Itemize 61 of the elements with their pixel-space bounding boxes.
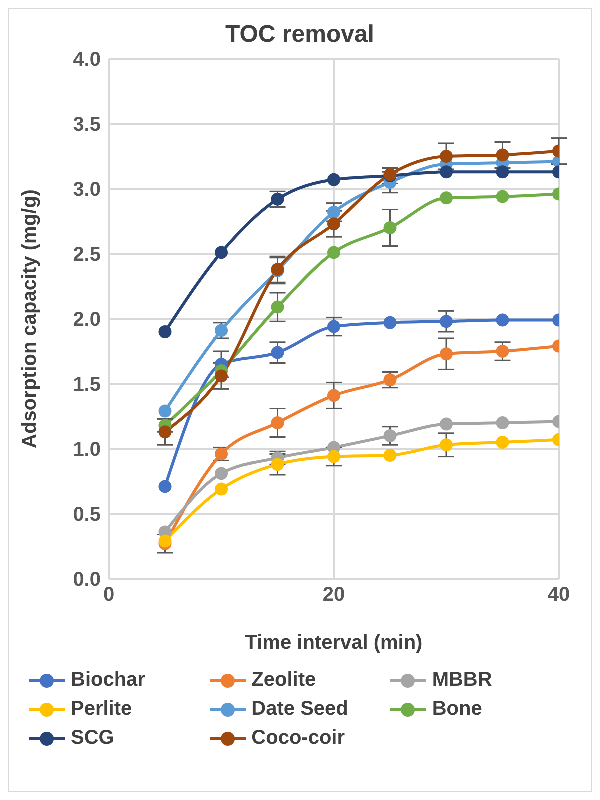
legend-label: Coco-coir [252,727,345,750]
y-tick-label: 3.0 [73,179,101,202]
legend-label: SCG [71,727,114,750]
x-tick-label: 40 [548,584,570,606]
legend-label: Bone [432,698,482,721]
legend-label: Perlite [71,698,132,721]
point [158,404,172,418]
point [496,345,510,358]
point [328,246,340,260]
y-tick-label: 1.5 [73,374,101,396]
point [271,458,284,472]
point [158,426,172,439]
point [496,190,510,204]
x-axis-title: Time interval (min) [245,632,423,654]
point [328,320,340,334]
point [496,314,510,327]
point [440,192,453,205]
point [158,326,172,338]
legend-label: MBBR [432,669,492,692]
point [158,534,172,548]
y-axis-title: Adsorption capacity (mg/g) [19,190,42,448]
y-tick-label: 2.0 [73,309,101,332]
point [440,348,453,361]
point [215,246,228,260]
point [215,482,228,496]
point [271,346,284,360]
point [440,438,453,452]
point [328,173,340,186]
legend-label: Zeolite [252,669,316,692]
y-tick-label: 0.5 [73,504,101,526]
point [328,206,340,219]
point [496,148,510,162]
point [328,218,340,231]
point [158,480,172,494]
point [384,222,397,234]
point [440,166,453,179]
legend-label: Date Seed [252,698,348,721]
point [271,300,284,314]
y-tick-label: 2.5 [73,244,101,266]
point [215,467,228,480]
y-tick-label: 0.0 [73,569,101,592]
point [271,416,284,430]
chart-title: TOC removal [224,20,376,49]
y-tick-label: 4.0 [73,49,101,72]
point [384,316,397,330]
point [384,430,397,442]
point [215,370,228,383]
point [440,418,453,431]
point [496,166,510,179]
point [496,416,510,430]
y-tick-label: 1.0 [73,439,101,462]
y-tick-label: 3.5 [73,114,101,136]
x-tick-label: 0 [103,584,115,606]
point [384,449,397,462]
x-tick-label: 20 [322,584,346,606]
point [440,150,453,163]
legend-label: Biochar [71,669,146,692]
point [496,436,510,449]
point [328,450,340,464]
point [440,315,453,328]
point [328,389,340,402]
